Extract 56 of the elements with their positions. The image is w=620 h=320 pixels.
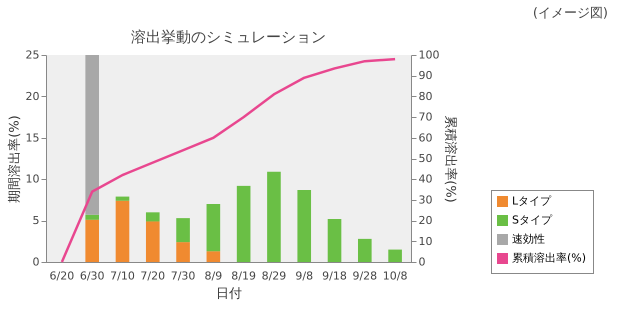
- legend-label: Lタイプ: [512, 194, 552, 208]
- x-tick-label: 6/30: [80, 270, 105, 282]
- y-tick-label: 20: [26, 90, 40, 103]
- x-tick-label: 7/10: [110, 270, 135, 282]
- y2-tick-label: 50: [418, 152, 432, 165]
- chart-title: 溶出挙動のシミュレーション: [131, 28, 326, 46]
- x-axis-title: 日付: [216, 286, 242, 302]
- bar: [328, 218, 342, 262]
- bar: [85, 214, 100, 220]
- y-tick-label: 25: [26, 48, 40, 62]
- y2-tick-label: 10: [418, 234, 432, 248]
- y2-tick-label: 0: [418, 256, 426, 268]
- y2-tick-label: 90: [418, 69, 432, 82]
- legend-label: 累積溶出率(%): [512, 252, 586, 264]
- y2-tick-label: 70: [418, 110, 432, 124]
- bar: [116, 200, 130, 262]
- bar: [236, 186, 250, 262]
- x-tick-label: 10/8: [382, 270, 408, 282]
- legend-label: 速効性: [512, 232, 545, 246]
- line-series: [60, 58, 396, 264]
- text: (イメージ図): [532, 5, 608, 22]
- bar: [146, 221, 160, 262]
- x-tick-label: 7/20: [140, 270, 166, 282]
- bar: [176, 242, 190, 262]
- x-tick-label: 8/9: [204, 270, 222, 282]
- y-axis-title: 期間溶出率(%): [6, 115, 23, 203]
- y2-tick-label: 80: [418, 90, 432, 103]
- y-tick-label: 5: [32, 214, 40, 228]
- x-tick-label: 9/18: [322, 270, 347, 282]
- bar: [297, 190, 312, 262]
- bar: [176, 218, 190, 242]
- x-tick-label: 8/19: [231, 270, 256, 282]
- y2-tick-label: 40: [418, 172, 432, 186]
- x-tick-label: 8/29: [262, 270, 286, 282]
- bar: [267, 172, 281, 262]
- y2-tick-label: 100: [418, 48, 440, 62]
- x-tick-label: 6/20: [50, 270, 74, 282]
- x-tick-label: 7/30: [170, 270, 196, 282]
- x-tick-label: 9/8: [295, 270, 314, 282]
- bar: [206, 204, 220, 252]
- bar: [85, 220, 100, 262]
- bar: [116, 196, 130, 201]
- y2-tick-label: 30: [418, 193, 432, 206]
- y2-tick-label: 60: [418, 131, 432, 144]
- y-tick-label: 15: [26, 131, 40, 144]
- legend-label: Sタイプ: [512, 214, 553, 226]
- y-tick-label: 0: [32, 256, 40, 268]
- bar: [358, 238, 372, 262]
- bar: [388, 250, 402, 262]
- bar: [206, 251, 220, 262]
- bar: [146, 212, 160, 222]
- x-tick-label: 9/28: [352, 270, 378, 282]
- bar: [85, 55, 100, 215]
- y2-tick-label: 20: [418, 214, 432, 228]
- y2-axis-title: 累積溶出率(%): [442, 115, 458, 203]
- y-tick-label: 10: [26, 172, 40, 186]
